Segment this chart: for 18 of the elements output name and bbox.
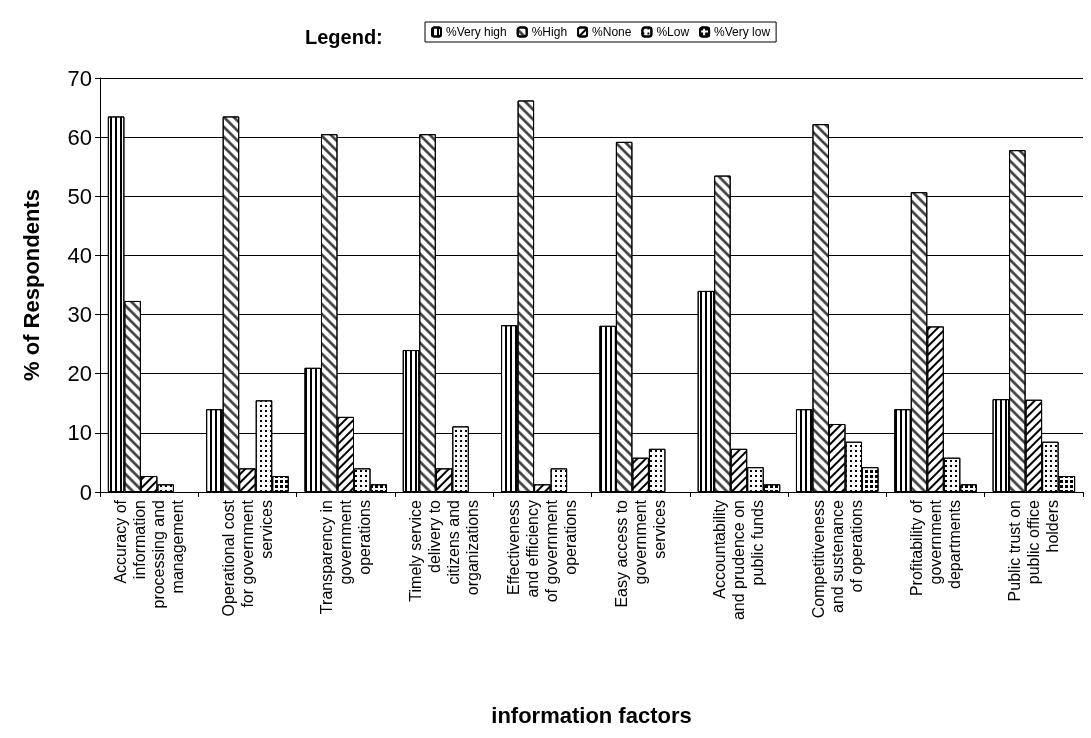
y-tick-label: 20: [67, 361, 92, 387]
legend-title: Legend:: [305, 26, 383, 48]
x-tick-label: Public trust on public office holders: [1006, 499, 1062, 602]
legend-label: %High: [531, 25, 568, 39]
y-tick-label: 70: [67, 65, 92, 91]
y-tick-label: 50: [67, 183, 92, 209]
y-axis-title: % of Respondents: [18, 189, 44, 381]
x-tick-label: Accuracy of information processing and management: [112, 499, 187, 609]
y-tick-label: 40: [67, 242, 92, 268]
legend-label: %None: [592, 25, 632, 39]
legend-label: %Low: [656, 25, 690, 39]
legend-label: %Very low: [714, 25, 771, 39]
y-tick-label: 10: [67, 420, 92, 446]
y-tick-label: 60: [67, 124, 92, 150]
legend-label: %Very high: [446, 25, 507, 39]
y-tick-label: 30: [67, 302, 92, 328]
y-tick-label: 0: [79, 479, 92, 505]
x-axis-title: information factors: [491, 702, 692, 728]
